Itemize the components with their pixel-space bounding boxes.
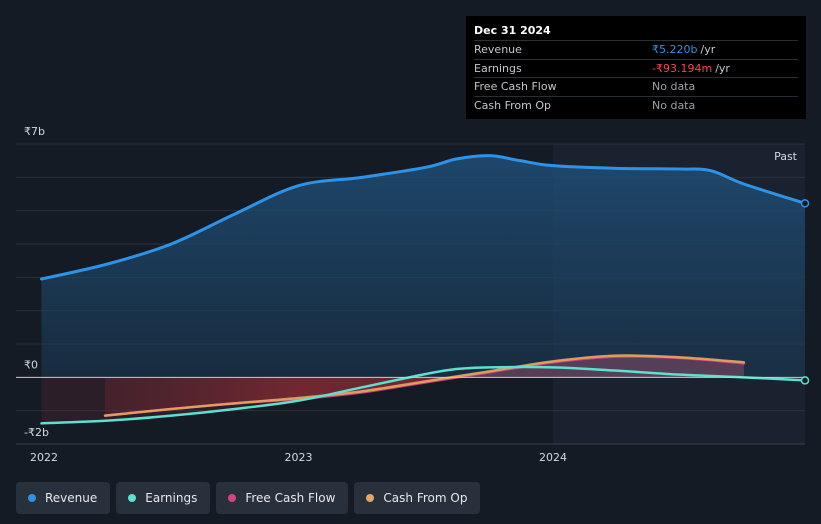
legend-item-cash-from-op[interactable]: Cash From Op	[354, 482, 481, 514]
tooltip-row-value: No data	[652, 80, 696, 93]
legend-item-revenue[interactable]: Revenue	[16, 482, 111, 514]
tooltip-row-unit: /yr	[700, 43, 716, 56]
y-tick-label: ₹0	[24, 358, 38, 371]
legend-label: Earnings	[145, 491, 198, 505]
tooltip: Dec 31 2024 Revenue ₹5.220b/yr Earnings -₹9…	[466, 16, 806, 119]
legend-dot-icon	[128, 494, 137, 502]
tooltip-row-label: Cash From Op	[474, 98, 552, 112]
tooltip-row-value: No data	[652, 98, 696, 112]
tooltip-row-label: Earnings	[474, 61, 522, 75]
earnings-negative-area	[41, 377, 805, 424]
legend-label: Revenue	[45, 491, 98, 505]
legend-item-earnings[interactable]: Earnings	[116, 482, 211, 514]
y-tick-label: -₹2b	[24, 426, 49, 439]
earnings-line	[40, 365, 807, 425]
legend-dot-icon	[366, 494, 375, 502]
tooltip-row-unit: /yr	[715, 61, 730, 75]
revenue-area	[41, 155, 806, 378]
legend: Revenue Earnings Free Cash Flow Cash From O…	[16, 482, 481, 516]
tooltip-row-label: Revenue	[474, 43, 522, 56]
tooltip-row-value: -₹93.194m	[652, 61, 713, 75]
legend-item-free-cash-flow[interactable]: Free Cash Flow	[216, 482, 349, 514]
tooltip-date: Dec 31 2024	[474, 24, 551, 37]
tooltip-row: Revenue ₹5.220b/yr	[474, 40, 798, 59]
past-label: Past	[774, 150, 798, 163]
x-tick-label: 2023	[285, 451, 313, 464]
legend-dot-icon	[28, 494, 36, 502]
revenue-line	[39, 154, 807, 281]
financial-chart: ₹7b ₹0 -₹2b 2022 2023 2024 Past	[16, 125, 810, 464]
legend-label: Cash From Op	[383, 491, 468, 505]
cash-from-op-line	[103, 354, 746, 417]
legend-label: Free Cash Flow	[245, 491, 336, 505]
revenue-end-marker[interactable]	[800, 199, 810, 208]
y-tick-label: ₹7b	[24, 125, 45, 138]
legend-dot-icon	[228, 494, 237, 502]
tooltip-row-value: ₹5.220b	[652, 43, 698, 56]
tooltip-row: Free Cash Flow No data	[474, 77, 798, 96]
x-tick-label: 2022	[30, 451, 58, 464]
tooltip-row-label: Free Cash Flow	[474, 80, 557, 93]
x-tick-label: 2024	[539, 451, 567, 464]
tooltip-row: Cash From Op No data	[474, 95, 798, 115]
cashflow-positive-area	[105, 356, 744, 378]
tooltip-row: Earnings -₹93.194m/yr	[474, 58, 798, 78]
earnings-end-marker[interactable]	[800, 376, 810, 385]
